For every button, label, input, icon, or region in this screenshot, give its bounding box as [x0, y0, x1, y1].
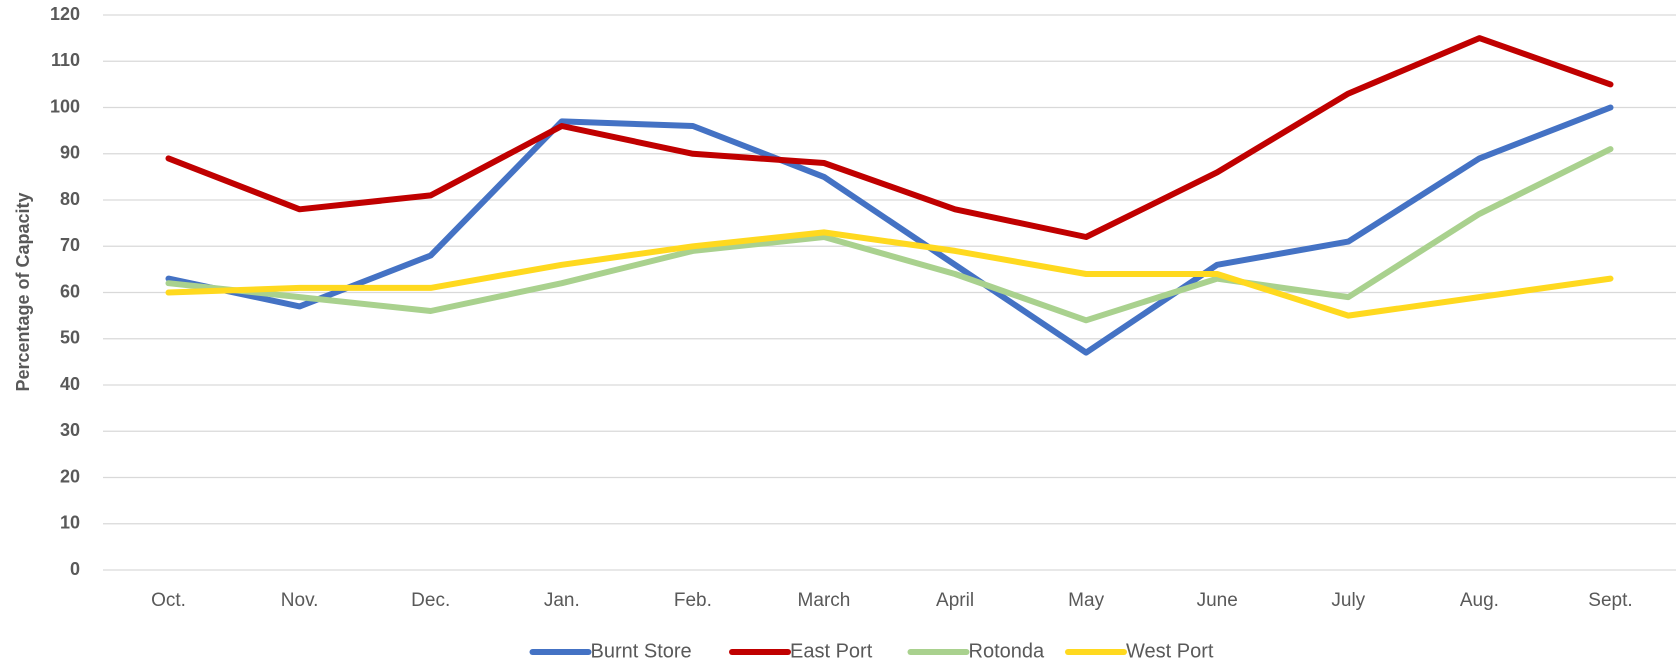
y-tick-label: 110	[51, 50, 80, 70]
series-line	[165, 104, 1614, 356]
x-tick-label: Oct.	[151, 590, 186, 611]
y-tick-label: 40	[60, 374, 80, 394]
y-tick-label: 80	[60, 189, 80, 209]
legend-label: East Port	[790, 640, 873, 662]
x-tick-label: Dec.	[411, 590, 450, 611]
y-tick-label: 100	[50, 96, 80, 116]
x-tick-label: March	[798, 590, 851, 611]
legend-label: Burnt Store	[591, 640, 692, 662]
y-tick-label: 0	[70, 559, 80, 579]
x-tick-label: July	[1331, 590, 1365, 611]
y-tick-label: 20	[60, 466, 80, 486]
y-tick-label: 10	[60, 513, 80, 533]
x-tick-label: June	[1197, 590, 1238, 611]
series-line	[165, 146, 1614, 324]
y-tick-label: 50	[60, 328, 80, 348]
x-tick-label: May	[1068, 590, 1104, 611]
y-tick-label: 30	[60, 420, 80, 440]
series-line	[165, 35, 1614, 240]
x-tick-label: Nov.	[281, 590, 319, 611]
x-tick-label: Feb.	[674, 590, 712, 611]
x-tick-label: Aug.	[1460, 590, 1499, 611]
y-tick-label: 70	[60, 235, 80, 255]
x-tick-label: Jan.	[544, 590, 580, 611]
x-tick-label: April	[936, 590, 974, 611]
legend-label: West Port	[1126, 640, 1214, 662]
legend-label: Rotonda	[969, 640, 1045, 662]
y-tick-label: 120	[50, 4, 80, 24]
y-tick-label: 90	[60, 143, 80, 163]
x-tick-label: Sept.	[1588, 590, 1632, 611]
y-axis-title: Percentage of Capacity	[13, 192, 33, 391]
y-tick-label: 60	[60, 281, 80, 301]
series-line	[165, 229, 1614, 319]
